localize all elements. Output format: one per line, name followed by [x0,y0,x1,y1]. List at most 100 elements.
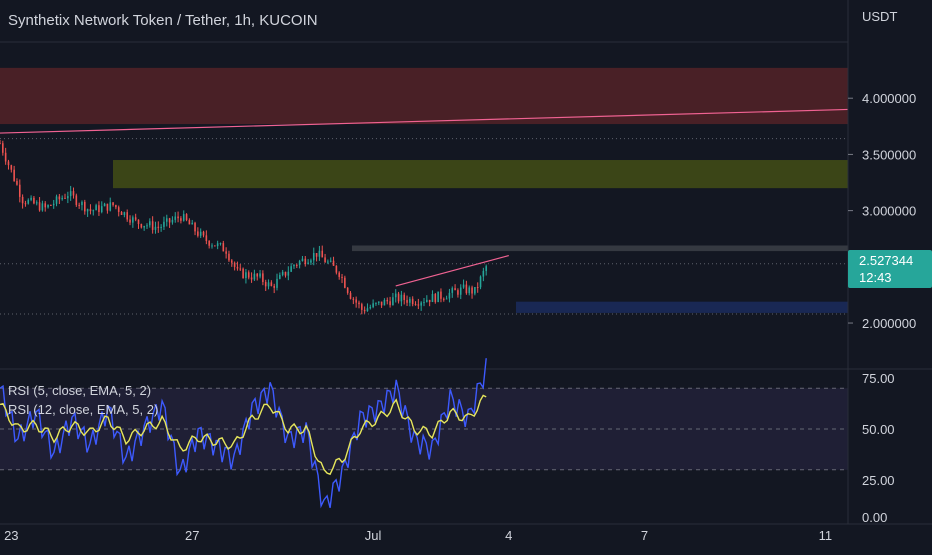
candle [465,284,468,294]
price-axis-currency: USDT [862,9,897,24]
candle [434,294,437,303]
candle [361,304,363,310]
candle [423,302,425,304]
candle [414,304,417,306]
candle [242,268,244,279]
candle [276,278,278,288]
candle [98,205,100,213]
candle [304,258,307,265]
trendline[interactable] [0,108,849,134]
candle [13,169,15,181]
trendline[interactable] [395,255,509,287]
rsi-pane[interactable] [0,358,848,509]
candle [38,202,41,211]
candle [86,209,89,212]
candle [120,211,123,215]
candle [409,298,411,303]
candle [41,203,44,211]
candle-countdown: 12:43 [859,270,892,285]
rsi12-legend[interactable]: RSI (12, close, EMA, 5, 2) [8,402,158,417]
time-label: 7 [641,528,648,543]
price-tick-label: 3.000000 [862,204,916,219]
trendlines[interactable] [0,108,849,287]
last-price-badge [848,250,932,288]
candle [315,253,318,257]
candle [431,294,434,303]
price-pane[interactable] [0,41,849,315]
candle [132,217,134,223]
candle [199,231,202,236]
candle [417,304,420,306]
candle [338,272,340,277]
rsi-tick-label: 0.00 [862,510,887,525]
candle [397,293,400,302]
rsi5-legend[interactable]: RSI (5, close, EMA, 5, 2) [8,383,151,398]
candle [58,196,61,200]
candle [44,203,47,208]
candle [47,204,49,208]
candle [157,226,160,228]
candle [185,214,188,221]
candle [117,207,120,212]
candle [369,307,372,309]
candle [55,196,58,204]
candle [284,271,287,276]
candle [10,165,13,170]
time-axis[interactable]: 23 27 Jul 4 7 11 [0,523,932,543]
candle [151,221,154,230]
candle [454,288,456,291]
candle [214,245,216,247]
price-ticks: 4.000000 3.500000 3.000000 2.000000 [848,91,916,331]
candle [479,276,482,288]
candle [406,300,408,303]
candle [236,266,239,269]
candles [0,140,487,315]
candle [426,299,428,303]
price-zones [0,67,848,313]
candle [259,273,261,277]
time-label: 27 [185,528,199,543]
candle [476,287,479,289]
candle [18,184,21,197]
candle [228,253,230,261]
candle [84,201,86,212]
candle [225,251,227,254]
candle [341,276,343,278]
candle [219,243,222,245]
candle [440,291,442,299]
candle [67,196,69,199]
candle [355,299,357,303]
candle [194,222,196,232]
candle [383,299,386,306]
candle [89,209,92,212]
time-label: 4 [505,528,512,543]
candle [293,264,295,267]
rsi-tick-label: 75.00 [862,371,895,386]
candle [24,203,27,205]
candle [69,191,72,197]
candle [64,197,66,199]
candle [27,199,30,204]
candle [324,257,326,263]
candle [2,143,4,153]
candle [318,250,321,257]
candle [30,197,32,200]
candle [171,219,174,223]
candle [400,294,403,302]
candle [129,219,131,223]
rsi12-line [0,394,487,476]
candle [160,226,162,228]
candle [457,290,459,295]
candle [366,308,369,312]
rsi-tick-label: 25.00 [862,473,895,488]
candle [250,277,253,280]
candle [103,203,106,207]
candle [154,226,157,230]
chart-title: Synthetix Network Token / Tether, 1h, KU… [8,12,318,29]
price-axis[interactable]: USDT 4.000000 3.500000 3.000000 2.000000 2.… [847,0,932,525]
candle [377,301,380,303]
candle [485,266,487,271]
candle [126,212,128,220]
